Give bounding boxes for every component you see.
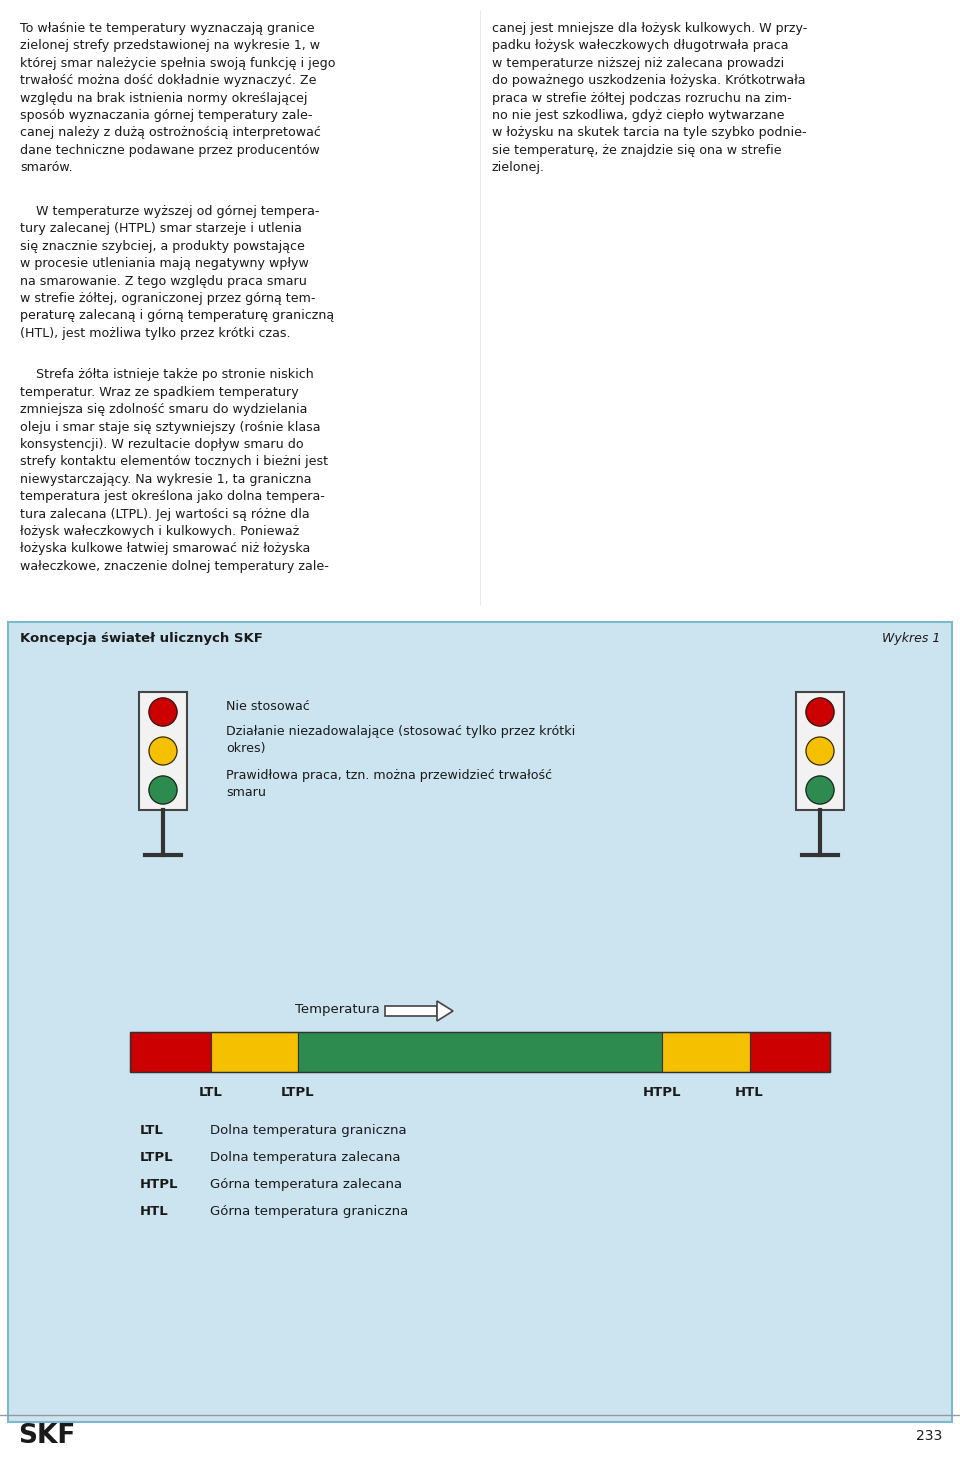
Circle shape bbox=[149, 698, 177, 726]
Text: LTPL: LTPL bbox=[140, 1151, 174, 1164]
Bar bbox=[662, 1032, 750, 1072]
Bar bbox=[796, 692, 844, 810]
Circle shape bbox=[149, 737, 177, 765]
Text: Dolna temperatura zalecana: Dolna temperatura zalecana bbox=[210, 1151, 400, 1164]
Circle shape bbox=[806, 698, 834, 726]
Circle shape bbox=[149, 777, 177, 804]
Text: canej jest mniejsze dla łożysk kulkowych. W przy-
padku łożysk wałeczkowych dług: canej jest mniejsze dla łożysk kulkowych… bbox=[492, 22, 807, 175]
Text: To właśnie te temperatury wyznaczają granice
zielonej strefy przedstawionej na w: To właśnie te temperatury wyznaczają gra… bbox=[20, 22, 335, 175]
Circle shape bbox=[806, 777, 834, 804]
Text: HTPL: HTPL bbox=[643, 1085, 682, 1099]
Bar bbox=[385, 1005, 437, 1016]
Text: HTL: HTL bbox=[735, 1085, 764, 1099]
Bar bbox=[130, 1032, 830, 1072]
Text: W temperaturze wyższej od górnej tempera-
tury zalecanej (HTPL) smar starzeje i : W temperaturze wyższej od górnej tempera… bbox=[20, 205, 334, 339]
Text: Koncepcja świateł ulicznych SKF: Koncepcja świateł ulicznych SKF bbox=[20, 632, 263, 645]
Text: Górna temperatura zalecana: Górna temperatura zalecana bbox=[210, 1179, 402, 1190]
Text: SKF: SKF bbox=[18, 1423, 76, 1450]
Text: LTL: LTL bbox=[199, 1085, 223, 1099]
Text: LTPL: LTPL bbox=[281, 1085, 315, 1099]
Text: Prawidłowa praca, tzn. można przewidzieć trwałość
smaru: Prawidłowa praca, tzn. można przewidzieć… bbox=[226, 769, 552, 798]
Text: HTL: HTL bbox=[140, 1205, 169, 1218]
Text: Dolna temperatura graniczna: Dolna temperatura graniczna bbox=[210, 1123, 407, 1136]
Text: HTPL: HTPL bbox=[140, 1179, 179, 1190]
Text: LTL: LTL bbox=[140, 1123, 164, 1136]
Text: 233: 233 bbox=[916, 1429, 942, 1442]
Bar bbox=[210, 1032, 298, 1072]
Text: Strefa żółta istnieje także po stronie niskich
temperatur. Wraz ze spadkiem temp: Strefa żółta istnieje także po stronie n… bbox=[20, 369, 329, 573]
Bar bbox=[8, 622, 952, 1422]
Text: Wykres 1: Wykres 1 bbox=[881, 632, 940, 645]
Bar bbox=[298, 1032, 662, 1072]
Text: Nie stosować: Nie stosować bbox=[226, 699, 310, 712]
Text: Działanie niezadowalające (stosować tylko przez krótki
okres): Działanie niezadowalające (stosować tylk… bbox=[226, 726, 575, 755]
Text: Temperatura: Temperatura bbox=[295, 1004, 380, 1017]
Bar bbox=[130, 1032, 210, 1072]
Circle shape bbox=[806, 737, 834, 765]
Polygon shape bbox=[437, 1001, 453, 1021]
Bar bbox=[750, 1032, 830, 1072]
Bar bbox=[0, 0, 960, 616]
Bar bbox=[139, 692, 187, 810]
Text: Górna temperatura graniczna: Górna temperatura graniczna bbox=[210, 1205, 408, 1218]
